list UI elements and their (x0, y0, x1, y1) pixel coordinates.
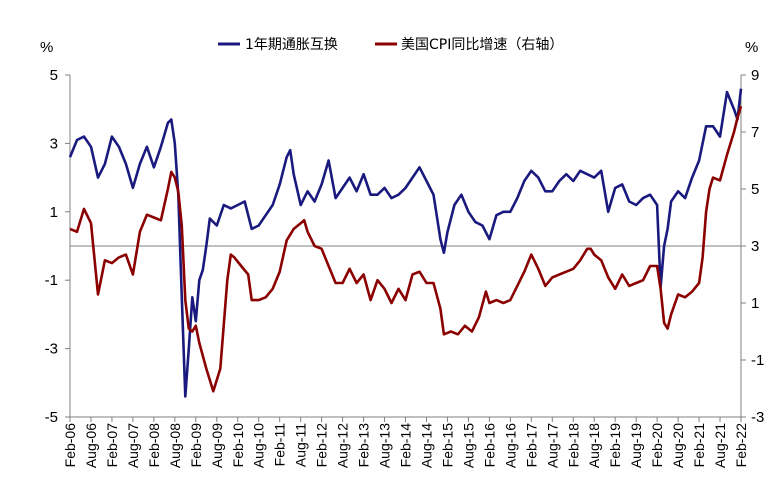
x-tick-label: Aug-06 (83, 423, 99, 468)
x-tick-label: Aug-21 (712, 423, 728, 468)
x-tick-label: Aug-13 (377, 423, 393, 468)
x-tick-label: Feb-13 (356, 423, 372, 468)
x-tick-label: Feb-07 (104, 423, 120, 468)
right-axis-unit: % (745, 39, 758, 56)
x-tick-label: Feb-06 (62, 423, 78, 468)
x-tick-label: Feb-11 (272, 423, 288, 467)
left-axis-unit: % (40, 39, 53, 56)
legend-label-inflation-swap: 1年期通胀互换 (245, 36, 338, 53)
right-tick-label: 9 (751, 67, 759, 84)
legend: 1年期通胀互换 美国CPI同比增速（右轴） (218, 36, 563, 53)
x-tick-label: Aug-09 (209, 423, 225, 468)
x-tick-label: Aug-16 (502, 423, 518, 468)
left-tick-label: -3 (45, 341, 58, 358)
left-tick-label: 5 (50, 67, 58, 84)
x-tick-label: Feb-14 (398, 423, 414, 468)
series-line-inflation-swap (68, 88, 743, 398)
x-tick-label: Aug-17 (544, 423, 560, 468)
x-tick-label: Feb-09 (188, 423, 204, 468)
right-tick-label: -1 (751, 352, 764, 369)
left-tick-label: -5 (45, 409, 58, 426)
x-tick-label: Aug-07 (125, 423, 141, 468)
x-tick-label: Feb-22 (733, 423, 749, 468)
x-tick-label: Feb-20 (649, 423, 665, 468)
x-tick-label: Aug-15 (460, 423, 476, 468)
left-tick-label: -1 (45, 272, 58, 289)
series-line-us-cpi (69, 105, 743, 393)
x-tick-label: Feb-16 (481, 423, 497, 468)
x-tick-label: Aug-20 (670, 423, 686, 468)
x-tick-label: Aug-19 (628, 423, 644, 468)
series-lines (68, 88, 743, 398)
left-tick-label: 1 (50, 204, 58, 221)
x-tick-label: Aug-14 (418, 423, 434, 468)
axes (69, 75, 742, 418)
x-tick-label: Feb-08 (146, 423, 162, 468)
x-tick-label: Aug-08 (167, 423, 183, 468)
legend-label-us-cpi: 美国CPI同比增速（右轴） (401, 37, 563, 53)
right-axis-ticks: 9 7 5 3 1 -1 -3 (741, 67, 764, 426)
right-tick-label: -3 (751, 409, 764, 426)
x-tick-label: Aug-11 (293, 423, 309, 467)
right-tick-label: 3 (751, 238, 759, 255)
left-tick-label: 3 (50, 135, 58, 152)
x-tick-label: Feb-15 (439, 423, 455, 468)
x-tick-label: Feb-17 (523, 423, 539, 468)
x-tick-label: Feb-21 (691, 423, 707, 468)
x-tick-label: Feb-18 (565, 423, 581, 468)
x-tick-label: Aug-18 (586, 423, 602, 468)
right-tick-label: 1 (751, 295, 759, 312)
x-tick-label: Aug-10 (251, 423, 267, 468)
x-tick-label: Feb-10 (230, 423, 246, 468)
x-tick-label: Aug-12 (335, 423, 351, 468)
x-axis-ticks: Feb-06 Aug-06 Feb-07 Aug-07 Feb-08 Aug-08 Feb-… (62, 417, 749, 468)
right-tick-label: 5 (751, 181, 759, 198)
x-tick-label: Feb-12 (314, 423, 330, 468)
x-tick-label: Feb-19 (607, 423, 623, 468)
left-axis-ticks: 5 3 1 -1 -3 -5 (45, 67, 70, 426)
right-tick-label: 7 (751, 124, 759, 141)
